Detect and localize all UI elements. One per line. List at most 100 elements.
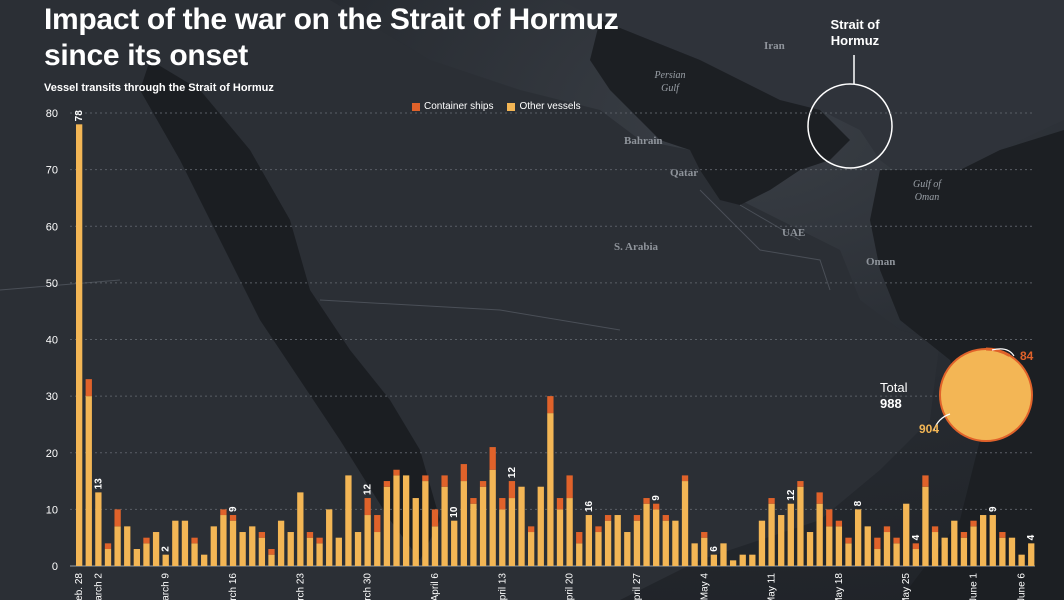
- bar-other: [768, 503, 775, 566]
- bar-other: [95, 492, 102, 566]
- data-label: 4: [1026, 534, 1037, 540]
- map-label-gulf-of-oman: Gulf of Oman: [912, 179, 942, 203]
- bar-other: [220, 515, 227, 566]
- bar-other: [133, 549, 141, 566]
- bar-container: [931, 526, 939, 533]
- pie-slice-other: [939, 348, 1033, 442]
- bar-other: [268, 554, 275, 566]
- bar-other: [335, 537, 342, 566]
- bar-container: [662, 515, 669, 521]
- strait-label: Strait of Hormuz: [830, 17, 880, 48]
- data-label: 16: [584, 500, 595, 512]
- bar-other: [979, 515, 987, 566]
- bar-container: [970, 520, 977, 527]
- bar-other: [393, 475, 400, 566]
- bar-other: [922, 486, 929, 566]
- bar-container: [999, 532, 1006, 538]
- x-tick-label: April 27: [632, 573, 643, 600]
- data-label: 78: [74, 110, 85, 122]
- data-label: 9: [988, 506, 999, 512]
- bar-other: [960, 537, 968, 566]
- bar-other: [903, 503, 910, 566]
- bar-other: [720, 543, 727, 566]
- bar-container: [835, 520, 843, 527]
- bar-container: [383, 481, 391, 487]
- bar-other: [691, 543, 698, 566]
- bar-other: [383, 486, 391, 566]
- data-label: 13: [93, 478, 104, 490]
- bar-other: [499, 509, 506, 566]
- bar-container: [470, 498, 477, 504]
- bar-container: [816, 492, 823, 504]
- y-tick-label: 80: [46, 108, 58, 120]
- bar-container: [604, 515, 612, 521]
- x-tick-label: May 11: [767, 573, 778, 600]
- pie-label-other: 904: [919, 422, 940, 436]
- bar-other: [297, 492, 304, 566]
- bar-other: [941, 537, 948, 566]
- bar-other: [1008, 537, 1016, 566]
- x-tick-label: April 13: [497, 573, 508, 600]
- bar-other: [989, 515, 996, 566]
- bar-container: [893, 537, 900, 544]
- bar-other: [345, 475, 352, 566]
- bar-container: [479, 481, 487, 487]
- y-tick-label: 0: [52, 561, 58, 573]
- bar-other: [201, 554, 208, 566]
- bar-container: [422, 475, 429, 482]
- hormuz-circle: [807, 83, 893, 169]
- bar-other: [431, 526, 439, 566]
- bar-other: [653, 509, 660, 566]
- data-label: 12: [363, 483, 374, 495]
- bar-other: [85, 396, 92, 566]
- legend-swatch-container: [412, 102, 420, 111]
- data-label: 6: [709, 546, 720, 552]
- bar-container: [374, 515, 381, 533]
- bar-container: [643, 498, 650, 504]
- legend-label-other: Other vessels: [519, 101, 581, 112]
- bar-container: [393, 469, 400, 476]
- bar-other: [874, 549, 881, 566]
- bar-container: [566, 475, 573, 499]
- bar-container: [441, 475, 448, 487]
- bar-other: [643, 503, 650, 566]
- bar-container: [547, 396, 554, 414]
- bar-other: [893, 543, 900, 566]
- chart-title: Impact of the war on the Strait of Hormu…: [44, 3, 619, 72]
- bar-other: [681, 481, 689, 566]
- data-label: 12: [786, 489, 797, 501]
- bar-container: [258, 532, 266, 538]
- bar-container: [701, 532, 708, 538]
- bar-other: [931, 532, 939, 566]
- bar-container: [576, 532, 583, 544]
- bar-other: [624, 532, 631, 566]
- bar-other: [710, 554, 718, 566]
- map-label-oman: Oman: [866, 256, 896, 268]
- x-tick-label: June 6: [1017, 573, 1028, 600]
- bar-other: [76, 124, 83, 566]
- bar-other: [210, 526, 217, 566]
- x-tick-label: Feb. 28: [74, 573, 85, 600]
- y-tick-label: 10: [46, 504, 58, 516]
- bar-container: [508, 481, 516, 499]
- bar-container: [556, 498, 564, 510]
- bar-container: [268, 549, 275, 555]
- bar-other: [104, 549, 112, 566]
- bar-other: [249, 526, 256, 566]
- pie-arrow-other: [933, 413, 951, 431]
- borders: [0, 189, 831, 331]
- bar-other: [816, 503, 823, 566]
- bar-container: [883, 526, 891, 533]
- bar-other: [508, 498, 516, 566]
- x-tick-label: March 16: [228, 573, 239, 600]
- total-label: Total: [880, 380, 908, 395]
- bar-other: [354, 532, 362, 566]
- chart-legend: Container ships Other vessels: [412, 101, 581, 112]
- x-tick-label: May 25: [901, 573, 912, 600]
- y-tick-label: 60: [46, 221, 58, 233]
- iran-land: [560, 0, 1064, 175]
- bar-other: [114, 526, 121, 566]
- y-tick-label: 20: [46, 448, 58, 460]
